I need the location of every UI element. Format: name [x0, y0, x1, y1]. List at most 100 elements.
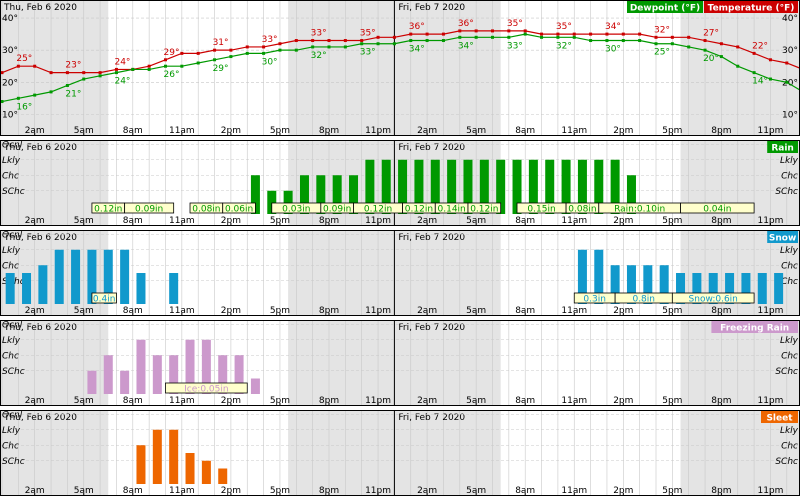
- temperature-series-point: [719, 42, 723, 46]
- rain-title: Rain: [771, 144, 794, 154]
- sleet-panel-x-tick-label: 8pm: [711, 486, 731, 496]
- snow-panel-x-tick-label: 8pm: [711, 306, 731, 316]
- rain-panel-y-tick-label: Lkly: [2, 156, 21, 166]
- temp-panel-x-tick-label: 8pm: [711, 126, 731, 136]
- temperature-series-point: [65, 71, 69, 75]
- freezing-rain-panel-y-tick-label: Ocnl: [2, 320, 23, 330]
- rain-panel-x-tick-label: 5pm: [662, 216, 682, 226]
- sleet-panel-y-tick-label: Lkly: [2, 426, 21, 436]
- rain-amount-label: 0.06in: [225, 205, 253, 215]
- freezing-rain-panel-x-tick-label: 2pm: [221, 396, 241, 406]
- snow-amount-box: [671, 292, 755, 304]
- temperature-data-label: 36°: [409, 22, 425, 32]
- dewpoint-data-label: 25°: [654, 48, 670, 58]
- snow-bar: [741, 273, 751, 304]
- dewpoint-series-point: [196, 61, 200, 65]
- temperature-series-point: [523, 29, 527, 33]
- rain-amount-label: 0.04in: [703, 205, 731, 215]
- temperature-series-point: [311, 39, 315, 43]
- rain-panel-x-tick-label: 8am: [123, 216, 143, 226]
- temperature-series-point: [703, 39, 707, 43]
- dewpoint-series-point: [164, 64, 167, 68]
- temperature-series-point: [572, 32, 576, 36]
- dewpoint-series-point: [752, 71, 756, 75]
- sleet-bar: [185, 453, 195, 484]
- snow-bar: [103, 249, 113, 304]
- temperature-series-point: [540, 32, 544, 36]
- freezing-rain-panel-x-tick-label: 2am: [417, 396, 437, 406]
- temp-panel-night-shade: [1, 0, 109, 136]
- snow-amount-label: Snow:0.6in: [689, 295, 738, 305]
- snow-panel-x-tick-label: 5pm: [270, 306, 290, 316]
- sleet-bar: [218, 468, 228, 484]
- temperature-series-point: [687, 35, 691, 39]
- dewpoint-data-label: 24°: [114, 77, 130, 87]
- temp-panel-x-tick-label: 5pm: [270, 126, 290, 136]
- temperature-data-label: 25°: [16, 54, 32, 64]
- rain-amount-label: 0.12in: [405, 205, 433, 215]
- dewpoint-series-point: [360, 42, 364, 46]
- rain-panel-x-tick-label: 11am: [169, 216, 195, 226]
- snow-bar: [692, 273, 702, 304]
- sleet-bar: [136, 445, 146, 484]
- temperature-series-point: [621, 32, 625, 36]
- temperature-data-label: 31°: [213, 38, 229, 48]
- sleet-bar: [169, 429, 179, 484]
- temp-y-tick-label: 20°: [2, 78, 18, 88]
- snow-bar: [120, 249, 130, 304]
- dewpoint-series-point: [425, 39, 429, 43]
- temperature-data-label: 27°: [703, 29, 719, 39]
- temp-y-tick-label: 20°: [782, 78, 798, 88]
- temp-panel-night-shade: [680, 0, 799, 136]
- snow-bar: [725, 273, 735, 304]
- rain-panel-y-tick-label: SChc: [2, 187, 25, 197]
- rain-bar: [267, 190, 277, 214]
- dewpoint-series-point: [0, 100, 4, 104]
- snow-panel-x-tick-label: 11am: [169, 306, 195, 316]
- sleet-panel-x-tick-label: 5am: [74, 486, 94, 496]
- snow-amount-box: [91, 292, 117, 304]
- temperature-series-point: [474, 29, 478, 33]
- temperature-legend-box: [704, 1, 798, 13]
- temperature-series-point: [278, 42, 282, 46]
- freezing-rain-bar: [87, 370, 97, 394]
- temperature-series-point: [670, 35, 674, 39]
- dewpoint-data-label: 29°: [213, 64, 229, 74]
- temperature-series-point: [262, 45, 266, 49]
- rain-bar: [626, 175, 636, 214]
- snow-panel-x-tick-label: 2am: [25, 306, 45, 316]
- temperature-series-point: [0, 71, 4, 75]
- dewpoint-series-point: [474, 35, 478, 39]
- rain-bar: [283, 190, 293, 214]
- snow-amount-label: 0.3in: [583, 295, 606, 305]
- freezing-rain-bar: [136, 339, 146, 394]
- rain-amount-box: [467, 202, 502, 214]
- temperature-series-point: [294, 39, 298, 43]
- sleet-panel-x-tick-label: 11am: [169, 486, 195, 496]
- dewpoint-series-point: [638, 39, 642, 43]
- snow-panel-y-tick-label: Lkly: [780, 246, 799, 256]
- rain-amount-label: 0.09in: [323, 205, 351, 215]
- freezing-rain-panel-y-tick-label: Chc: [2, 351, 19, 361]
- sleet-panel-x-tick-label: 5pm: [270, 486, 290, 496]
- sleet-panel-night-shade: [680, 410, 799, 496]
- freezing-rain-amount-label: Ice:0.05in: [184, 385, 228, 395]
- temperature-data-label: 23°: [65, 61, 81, 71]
- freezing-rain-panel-x-tick-label: 11pm: [757, 396, 783, 406]
- snow-bar: [676, 273, 686, 304]
- dewpoint-data-label: 21°: [65, 89, 81, 99]
- freezing-rain-panel-x-tick-label: 8am: [123, 396, 143, 406]
- temperature-data-label: 35°: [556, 22, 572, 32]
- temp-panel-x-tick-label: 11pm: [365, 126, 391, 136]
- dewpoint-series-point: [768, 77, 772, 81]
- dewpoint-series-point: [131, 67, 135, 71]
- dewpoint-series-point: [785, 80, 789, 84]
- rain-bar: [365, 159, 375, 214]
- dewpoint-series-point: [556, 35, 560, 39]
- rain-bar: [512, 159, 522, 214]
- freezing-rain-panel-x-tick-label: 2am: [25, 396, 45, 406]
- rain-panel-y-tick-label: Chc: [2, 171, 19, 181]
- rain-amount-label: 0.08in: [568, 205, 596, 215]
- temp-panel-x-tick-label: 11pm: [757, 126, 783, 136]
